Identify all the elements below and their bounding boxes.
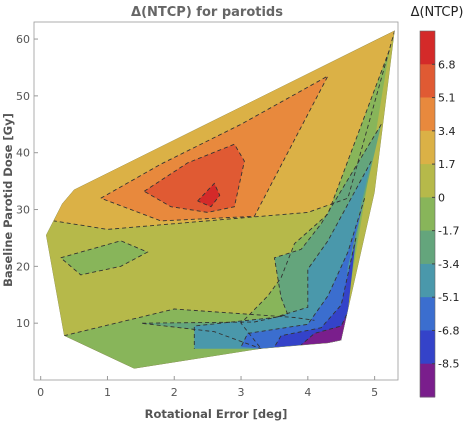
y-tick-label-5: 60 [16,33,30,46]
legend-label-5: -1.7 [438,225,459,238]
legend-label-9: -8.5 [438,358,459,371]
contour-bands [46,30,395,369]
contour-band-12 [301,314,347,345]
x-axis-title: Rotational Error [deg] [145,407,288,421]
y-tick-label-2: 30 [16,204,30,217]
contour-line-10 [274,237,357,348]
legend-label-4: 0 [438,191,445,204]
contour-band-5 [241,50,390,349]
x-axis: 0 1 2 3 4 5 [37,376,378,399]
legend-label-0: 6.8 [438,58,456,71]
y-axis: 10 20 30 40 50 60 [16,33,38,330]
contour-line-6 [63,308,315,337]
legend-swatch-3 [420,130,435,165]
legend-swatch-6 [420,230,435,265]
contour-band-6 [60,240,148,275]
x-tick-label-3: 3 [238,386,245,399]
contour-line-7 [140,124,382,350]
legend-swatch-7 [420,263,435,298]
x-tick-label-1: 1 [104,386,111,399]
contour-band-10 [241,198,365,349]
contour-line-3 [197,182,221,208]
legend-title: Δ(NTCP) [411,5,464,20]
contour-line-2 [143,143,245,213]
legend-labels: 6.8 5.1 3.4 1.7 0 -1.7 -3.4 -5.1 -6.8 -8.5 [432,58,459,371]
legend-swatch-5 [420,197,435,232]
plot-frame [33,21,399,381]
legend-swatch-2 [420,97,435,132]
y-tick-label-3: 40 [16,147,30,160]
x-tick-label-2: 2 [171,386,178,399]
legend-swatch-9 [420,330,435,365]
legend-swatch-0 [420,31,435,65]
legend-swatch-4 [420,164,435,198]
contour-band-11 [274,237,356,347]
x-tick-label-4: 4 [304,386,311,399]
legend-swatch-8 [420,297,435,331]
y-tick-label-0: 10 [16,317,30,330]
y-tick-label-1: 20 [16,260,30,273]
legend-label-6: -3.4 [438,258,459,271]
legend-label-8: -6.8 [438,325,459,338]
y-axis-title: Baseline Parotid Dose [Gy] [1,113,15,287]
y-tick-label-4: 50 [16,90,30,103]
legend-label-3: 1.7 [438,158,456,171]
contour-line-4 [240,50,390,349]
legend-frame [419,30,436,398]
contour-line-9 [240,198,366,348]
legend-swatch-1 [420,64,435,99]
contour-band-4 [197,183,220,207]
legend-swatch-10 [420,363,435,398]
x-tick-label-5: 5 [371,386,378,399]
legend-label-7: -5.1 [438,291,459,304]
legend-label-1: 5.1 [438,92,456,105]
contour-lines [46,30,395,369]
contour-line-5 [60,240,149,276]
contour-line-8 [193,160,372,349]
legend-colorbar [419,30,436,398]
plot-title: Δ(NTCP) for parotids [131,5,283,20]
x-tick-label-0: 0 [37,386,44,399]
legend-label-2: 3.4 [438,125,456,138]
